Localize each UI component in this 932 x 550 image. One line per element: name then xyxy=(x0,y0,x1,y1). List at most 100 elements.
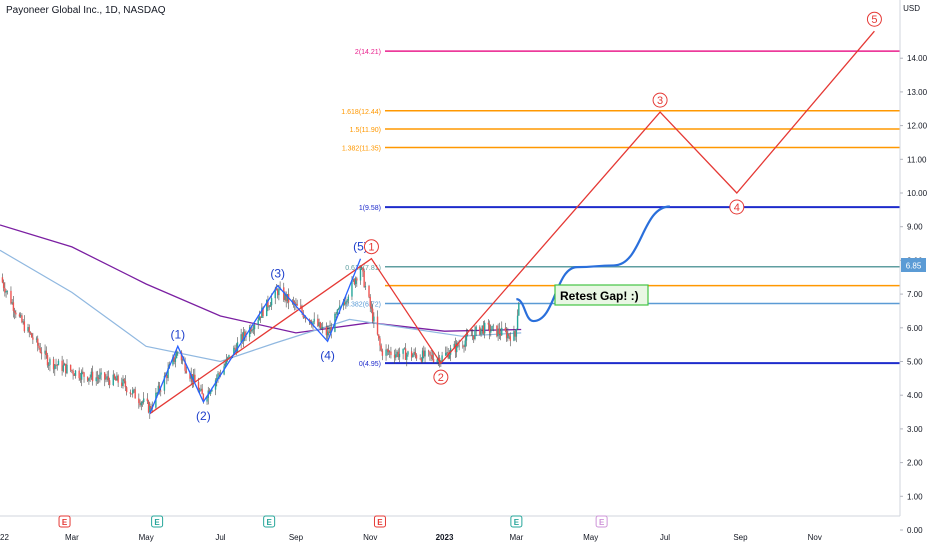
candle-body xyxy=(200,388,202,391)
candle-body xyxy=(390,351,392,355)
candle xyxy=(139,399,141,408)
major-wave-circle xyxy=(866,11,882,27)
candle xyxy=(498,322,501,339)
candle xyxy=(406,352,408,367)
candle-body xyxy=(251,329,253,332)
candle xyxy=(112,370,114,387)
candle-body xyxy=(406,354,408,360)
earnings-marker: E xyxy=(373,515,386,528)
candle-body xyxy=(436,359,438,363)
candle xyxy=(385,344,387,361)
candle-body xyxy=(292,300,295,303)
candle-body xyxy=(508,333,510,337)
candle xyxy=(267,295,269,312)
candle xyxy=(286,293,289,304)
candle xyxy=(113,373,116,380)
candle xyxy=(4,282,6,297)
candle-body xyxy=(514,331,516,337)
candle xyxy=(318,318,320,328)
candle xyxy=(337,307,340,311)
candle-body xyxy=(2,282,5,289)
candle-body xyxy=(484,322,486,334)
fast-moving-average xyxy=(0,249,522,363)
y-tick-label: 7.00 xyxy=(907,290,923,299)
candle-body xyxy=(497,328,499,337)
candle xyxy=(507,327,509,342)
candle-body xyxy=(454,343,457,353)
candle-body xyxy=(458,345,460,347)
fib-label: 1.5(11.90) xyxy=(350,127,381,134)
earnings-marker: E xyxy=(151,515,164,528)
price-axis[interactable]: 0.001.002.003.004.005.006.007.008.009.00… xyxy=(899,0,928,535)
candle-body xyxy=(463,346,465,348)
candle-body xyxy=(105,378,107,380)
candle xyxy=(248,324,251,342)
candle xyxy=(174,351,177,368)
candle xyxy=(404,343,407,361)
candle xyxy=(95,371,97,386)
minor-wave-path xyxy=(149,258,362,414)
earnings-marker: E xyxy=(58,515,71,528)
candle-body xyxy=(481,325,483,329)
candle-body xyxy=(73,374,75,376)
candle-body xyxy=(163,375,166,391)
candle xyxy=(363,268,365,288)
candle xyxy=(464,335,466,351)
candle-body xyxy=(140,402,142,406)
earnings-marker: E xyxy=(510,515,523,528)
candle xyxy=(513,325,515,342)
candle-body xyxy=(66,364,68,374)
candle xyxy=(48,362,50,370)
y-tick-label: 2.00 xyxy=(907,459,923,468)
y-tick-label: 9.00 xyxy=(907,223,923,232)
candle-body xyxy=(329,327,331,334)
candle-body xyxy=(52,359,55,370)
candle-body xyxy=(125,387,128,393)
minor-wave-label: (4) xyxy=(320,348,335,362)
candle-body xyxy=(90,371,93,377)
candle-body xyxy=(27,327,29,332)
candle xyxy=(39,343,41,354)
candle-body xyxy=(403,348,406,350)
candle-body xyxy=(363,271,365,288)
candle xyxy=(412,353,414,358)
candle-body xyxy=(37,338,39,346)
candle-body xyxy=(38,345,40,349)
candle xyxy=(206,396,208,405)
candle-body xyxy=(72,370,74,375)
major-wave-number: 2 xyxy=(438,372,444,384)
candle xyxy=(296,299,298,306)
candle xyxy=(424,347,426,364)
major-wave-number: 1 xyxy=(368,242,374,254)
time-axis[interactable]: 2022 Mar May Jul Sep Nov 2023 Mar May Jul Sep Nov xyxy=(0,515,900,542)
retest-gap-callout: Retest Gap! :) xyxy=(554,284,649,306)
candle-body xyxy=(345,301,347,305)
candle xyxy=(362,267,364,278)
candle-body xyxy=(501,327,503,336)
earnings-marker: E xyxy=(263,515,276,528)
candlesticks xyxy=(1,266,520,419)
candle-body xyxy=(122,379,124,386)
earnings-marker-letter: E xyxy=(377,518,383,527)
candle-body xyxy=(172,356,174,365)
fib-label: 2(14.21) xyxy=(355,49,381,56)
minor-wave-label: (5) xyxy=(353,240,368,254)
candle xyxy=(107,370,110,386)
candle xyxy=(234,344,236,353)
candle-body xyxy=(353,279,356,285)
candle-body xyxy=(266,299,268,317)
candle xyxy=(129,389,132,398)
candle xyxy=(124,375,127,392)
candle xyxy=(122,375,124,389)
y-tick-label: 11.00 xyxy=(907,155,927,164)
candle-body xyxy=(504,327,507,331)
candle xyxy=(11,299,13,305)
candle-body xyxy=(423,350,425,357)
candle xyxy=(141,400,144,407)
candle xyxy=(106,371,108,382)
candle xyxy=(250,324,252,335)
candle xyxy=(114,376,117,381)
earnings-marker-box xyxy=(373,515,386,528)
candle xyxy=(356,276,358,287)
